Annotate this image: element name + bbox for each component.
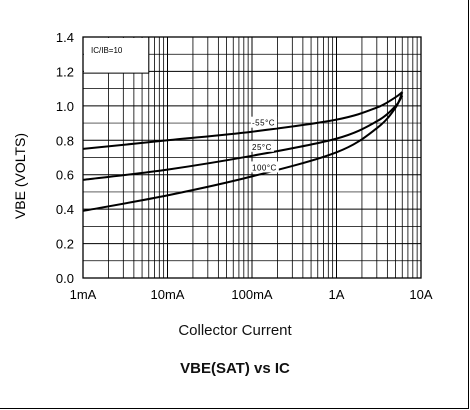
series-label: 25°C	[252, 143, 272, 152]
series-line	[82, 91, 404, 212]
y-tick-label: 0.6	[56, 168, 74, 183]
series-label-bg	[251, 116, 278, 128]
y-tick-label: 1.2	[56, 64, 74, 79]
y-tick-label: 0.2	[56, 237, 74, 252]
data-curves: -55°C 25°C 100°C	[82, 91, 404, 212]
x-axis-label: Collector Current	[178, 322, 292, 339]
annotation-box	[84, 38, 149, 74]
x-tick-label: 1A	[329, 287, 345, 302]
ratio-annotation: IC/IB=10	[83, 37, 150, 74]
x-tick-label: 10mA	[151, 287, 185, 302]
series-line	[82, 94, 404, 181]
x-tick-label: 100mA	[231, 287, 273, 302]
y-tick-label: 1.4	[56, 30, 74, 45]
x-tick-label: 1mA	[70, 287, 97, 302]
chart-title: VBE(SAT) vs IC	[180, 360, 290, 377]
y-tick-labels: 0.0 0.2 0.4 0.6 0.8 1.0 1.2 1.4	[56, 30, 74, 286]
x-tick-label: 10A	[409, 287, 432, 302]
y-tick-label: 0.0	[56, 271, 74, 286]
series-line	[82, 91, 403, 150]
y-tick-label: 0.4	[56, 202, 74, 217]
plot-border	[82, 36, 422, 279]
annotation-text: IC/IB=10	[91, 46, 123, 55]
y-tick-label: 0.8	[56, 133, 74, 148]
x-tick-labels: 1mA 10mA 100mA 1A 10A	[70, 287, 433, 302]
series-label: -55°C	[252, 119, 275, 128]
grid	[82, 36, 422, 279]
y-axis-label: VBE (VOLTS)	[12, 132, 28, 220]
series-label-bg	[251, 140, 274, 152]
series-label: 100°C	[252, 163, 277, 172]
series-label-bg	[251, 161, 279, 173]
y-tick-label: 1.0	[56, 99, 74, 114]
